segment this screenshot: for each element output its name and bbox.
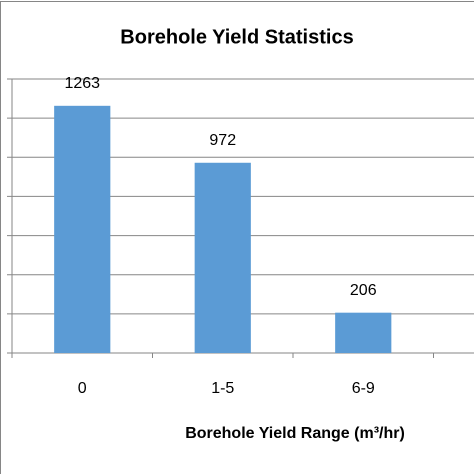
value-label: 972	[209, 132, 236, 149]
x-axis-title: Borehole Yield Range (m³/hr)	[185, 425, 405, 442]
bar	[194, 162, 251, 353]
chart-title: Borehole Yield Statistics	[120, 26, 353, 48]
x-tick-label: 0	[78, 380, 87, 397]
bar	[335, 312, 392, 353]
value-label: 206	[350, 282, 377, 299]
x-tick-label: 6-9	[352, 380, 375, 397]
x-tick-label: 1-5	[211, 380, 234, 397]
bar	[54, 105, 111, 353]
value-label: 1263	[64, 75, 100, 92]
